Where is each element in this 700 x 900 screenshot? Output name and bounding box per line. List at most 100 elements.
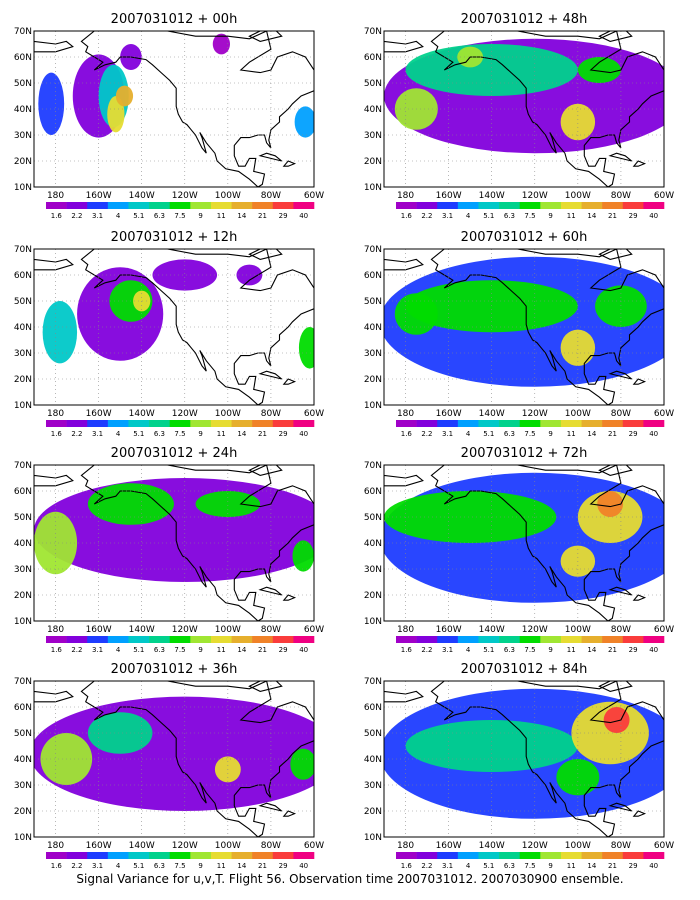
lat-tick-label: 70N (14, 27, 32, 37)
colorbar-label: 29 (629, 646, 638, 654)
panel-title: 2007031012 + 12h (111, 230, 238, 245)
lat-tick-label: 50N (364, 513, 382, 523)
colorbar-swatch (499, 636, 520, 643)
lon-tick-label: 100W (215, 191, 241, 201)
colorbar-label: 11 (567, 646, 576, 654)
colorbar-label: 29 (629, 862, 638, 870)
colorbar-swatch (416, 202, 438, 209)
variance-region (298, 327, 314, 369)
colorbar-label: 21 (608, 430, 617, 438)
colorbar-swatch (87, 420, 109, 427)
colorbar-label: 14 (587, 212, 596, 220)
colorbar-label: 6.3 (154, 862, 165, 870)
variance-region (152, 259, 218, 291)
colorbar-swatch (252, 420, 274, 427)
colorbar-swatch (252, 202, 274, 209)
map-panel: 2007031012 + 60h 10N 20N 30N 40N 50N 60N 70N 180… (364, 230, 674, 438)
colorbar-swatch (622, 852, 644, 859)
colorbar-swatch (499, 202, 520, 209)
coastline (80, 31, 314, 187)
panel-title: 2007031012 + 24h (111, 446, 238, 461)
colorbar-label: 9 (198, 646, 202, 654)
colorbar-label: 6.3 (154, 212, 165, 220)
variance-region (571, 701, 649, 765)
colorbar-label: 11 (567, 212, 576, 220)
coastline (430, 465, 664, 621)
colorbar-swatch (46, 420, 67, 427)
colorbar-swatch (643, 202, 665, 209)
colorbar-swatch (540, 636, 562, 643)
lat-tick-label: 10N (364, 401, 382, 411)
colorbar-swatch (231, 202, 253, 209)
coastline (258, 586, 283, 596)
lat-tick-label: 70N (364, 677, 382, 687)
colorbar-swatch (519, 852, 541, 859)
lat-tick-label: 10N (14, 833, 32, 843)
colorbar-swatch (169, 202, 191, 209)
lat-tick-label: 10N (364, 183, 382, 193)
colorbar-label: 2.2 (421, 430, 432, 438)
colorbar-label: 14 (237, 862, 246, 870)
colorbar-swatch (560, 636, 582, 643)
lon-tick-label: 140W (479, 191, 505, 201)
lon-tick-label: 140W (129, 841, 155, 851)
colorbar-label: 3.1 (442, 212, 453, 220)
colorbar-label: 6.3 (504, 430, 515, 438)
lat-tick-label: 40N (364, 755, 382, 765)
colorbar-label: 3.1 (442, 430, 453, 438)
coastline (80, 681, 314, 837)
lat-tick-label: 50N (14, 513, 32, 523)
lat-tick-label: 30N (14, 349, 32, 359)
map-frame (33, 248, 315, 406)
lon-tick-label: 100W (565, 625, 591, 635)
lon-tick-label: 100W (565, 841, 591, 851)
variance-field (34, 249, 314, 405)
colorbar-swatch (643, 852, 665, 859)
variance-region (292, 540, 314, 572)
lat-tick-label: 30N (14, 565, 32, 575)
variance-region (597, 491, 624, 517)
colorbar-swatch (190, 420, 212, 427)
lat-tick-label: 30N (14, 781, 32, 791)
colorbar-label: 6.3 (154, 646, 165, 654)
colorbar-label: 4 (466, 862, 471, 870)
colorbar-swatch (437, 636, 459, 643)
colorbar-swatch (107, 636, 129, 643)
variance-region (603, 707, 630, 733)
lat-tick-label: 50N (14, 729, 32, 739)
lat-tick-label: 10N (364, 617, 382, 627)
coastline (248, 249, 283, 260)
coastline (598, 249, 633, 260)
colorbar-swatch (602, 202, 624, 209)
colorbar-swatch (457, 420, 479, 427)
colorbar-label: 1.6 (51, 212, 63, 220)
colorbar-swatch (66, 852, 88, 859)
variance-region (577, 57, 621, 83)
lon-tick-label: 180 (47, 625, 64, 635)
colorbar-label: 29 (629, 430, 638, 438)
colorbar-label: 14 (587, 862, 596, 870)
lon-tick-label: 100W (565, 409, 591, 419)
colorbar-label: 9 (198, 862, 202, 870)
colorbar-swatch (128, 852, 150, 859)
colorbar-swatch (602, 852, 624, 859)
colorbar-swatch (272, 202, 294, 209)
colorbar-swatch (149, 636, 170, 643)
colorbar-swatch (560, 202, 582, 209)
colorbar-label: 3.1 (442, 646, 453, 654)
colorbar-label: 11 (217, 212, 226, 220)
colorbar-label: 1.6 (401, 862, 413, 870)
colorbar-swatch (519, 636, 541, 643)
lon-tick-label: 80W (611, 191, 631, 201)
variance-region (212, 33, 230, 55)
colorbar-swatch (581, 420, 603, 427)
colorbar-label: 5.1 (483, 862, 494, 870)
lat-tick-label: 30N (364, 781, 382, 791)
lon-tick-label: 80W (611, 841, 631, 851)
colorbar-label: 1.6 (401, 430, 413, 438)
lon-tick-label: 100W (215, 409, 241, 419)
coastline (282, 594, 297, 601)
colorbar-label: 1.6 (51, 430, 63, 438)
colorbar-label: 11 (217, 646, 226, 654)
colorbar-swatch (107, 420, 129, 427)
